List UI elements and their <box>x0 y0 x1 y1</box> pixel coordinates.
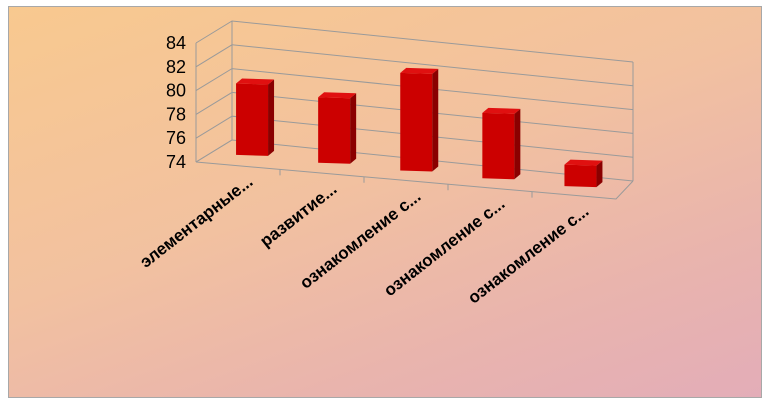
bar-chart: 74 76 78 80 82 84 элементарные... развитие...о… <box>136 20 634 308</box>
bar-side-face <box>268 79 275 156</box>
chart-area: 74 76 78 80 82 84 элементарные... развитие... о… <box>8 6 762 398</box>
x-axis-ticks: элементарные... развитие...ознакомление с… <box>136 169 592 308</box>
y-tick-label: 84 <box>166 33 186 53</box>
y-tick-label: 82 <box>166 57 186 77</box>
bar-front-face <box>400 72 433 172</box>
bar <box>564 159 603 188</box>
bar-top-face <box>400 67 439 74</box>
y-axis-ticks: 74 76 78 80 82 84 <box>166 33 186 172</box>
x-tick-label: элементарные... <box>136 172 256 272</box>
gridlines <box>195 20 634 182</box>
bars <box>236 67 603 188</box>
bar-side-face <box>350 93 357 164</box>
gridline <box>195 44 634 87</box>
floor-edge <box>195 161 634 200</box>
bar-side-face <box>596 160 603 188</box>
bar-front-face <box>564 164 597 188</box>
bar-front-face <box>318 97 351 164</box>
y-tick-label: 80 <box>166 81 186 101</box>
gridline <box>195 20 634 63</box>
y-tick-label: 78 <box>166 104 186 124</box>
bar-front-face <box>482 112 515 180</box>
gridline <box>195 68 634 111</box>
bar <box>236 78 275 156</box>
bar-top-face <box>236 78 275 85</box>
bar <box>318 92 357 164</box>
bar <box>400 67 439 172</box>
bar <box>482 107 521 180</box>
bar-top-face <box>318 92 357 99</box>
y-tick-label: 76 <box>166 128 186 148</box>
y-tick-label: 74 <box>166 152 186 172</box>
bar-side-face <box>514 108 521 180</box>
bar-top-face <box>564 159 603 166</box>
x-tick-label: развитие... <box>256 179 340 250</box>
bar-top-face <box>482 107 521 114</box>
bar-front-face <box>236 83 269 156</box>
bar-side-face <box>432 68 439 172</box>
